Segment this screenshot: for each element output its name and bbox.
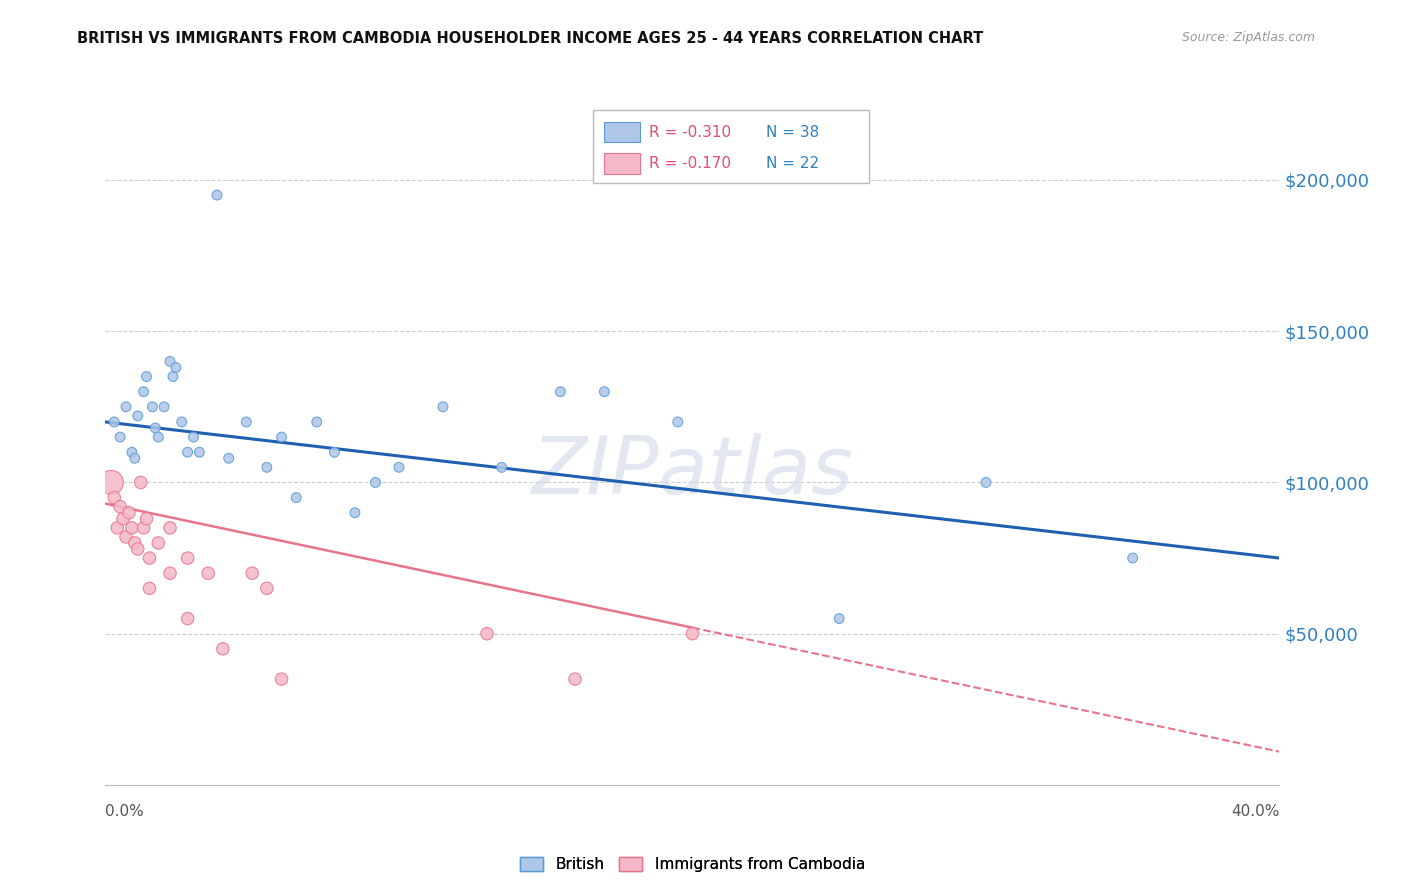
Point (343, 506, 366, 520)
Point (132, 384, 155, 399)
Text: N = 22: N = 22 (766, 156, 820, 171)
Point (143, 421, 166, 435)
Point (218, 451, 240, 466)
Point (108, 500, 131, 514)
Point (270, 430, 292, 444)
Point (666, 415, 689, 429)
Point (115, 400, 138, 414)
Point (115, 530, 138, 544)
Point (124, 536, 146, 550)
Point (153, 400, 176, 414)
Point (564, 672, 586, 686)
Point (1122, 551, 1144, 566)
Point (127, 409, 149, 423)
Point (682, 626, 704, 640)
Point (828, 611, 851, 625)
Text: Source: ZipAtlas.com: Source: ZipAtlas.com (1181, 31, 1315, 45)
Point (305, 415, 328, 429)
Text: 40.0%: 40.0% (1232, 805, 1279, 819)
Point (197, 566, 219, 581)
Point (112, 512, 135, 526)
Point (132, 521, 155, 535)
Point (124, 451, 146, 466)
Text: R = -0.310: R = -0.310 (650, 125, 731, 139)
Text: 0.0%: 0.0% (105, 805, 145, 819)
Point (256, 460, 278, 475)
Point (138, 582, 160, 596)
FancyBboxPatch shape (605, 121, 640, 143)
Point (183, 430, 205, 444)
Point (159, 521, 181, 535)
Legend: British, Immigrants from Cambodia: British, Immigrants from Cambodia (513, 851, 872, 879)
Text: R = -0.170: R = -0.170 (650, 156, 731, 171)
Point (108, 430, 131, 444)
Point (364, 475, 387, 490)
Point (165, 360, 187, 375)
Point (235, 415, 257, 429)
Point (129, 475, 152, 490)
Point (550, 384, 572, 399)
Point (159, 354, 181, 368)
Point (205, 188, 228, 202)
Point (121, 521, 143, 535)
Point (176, 551, 198, 566)
Point (491, 460, 513, 475)
Point (475, 626, 498, 640)
Point (240, 566, 263, 581)
Point (176, 445, 198, 459)
Point (388, 460, 411, 475)
Point (138, 551, 160, 566)
Point (162, 369, 184, 384)
Point (121, 445, 143, 459)
Text: BRITISH VS IMMIGRANTS FROM CAMBODIA HOUSEHOLDER INCOME AGES 25 - 44 YEARS CORREL: BRITISH VS IMMIGRANTS FROM CAMBODIA HOUS… (77, 31, 984, 46)
Point (188, 445, 211, 459)
Point (256, 582, 278, 596)
Point (270, 672, 292, 686)
Point (105, 521, 128, 535)
Point (135, 369, 157, 384)
Point (211, 641, 233, 656)
Point (974, 475, 997, 490)
FancyBboxPatch shape (593, 110, 869, 183)
Point (135, 512, 157, 526)
Point (285, 491, 308, 505)
Point (159, 566, 181, 581)
Point (118, 506, 141, 520)
Point (593, 384, 616, 399)
Point (170, 415, 193, 429)
FancyBboxPatch shape (605, 153, 640, 174)
Point (103, 415, 125, 429)
Point (148, 430, 170, 444)
Point (100, 475, 122, 490)
Point (127, 541, 149, 556)
Text: N = 38: N = 38 (766, 125, 820, 139)
Text: ZIPatlas: ZIPatlas (531, 433, 853, 511)
Point (141, 400, 163, 414)
Point (323, 445, 346, 459)
Point (432, 400, 454, 414)
Point (176, 611, 198, 625)
Point (148, 536, 170, 550)
Point (103, 491, 125, 505)
